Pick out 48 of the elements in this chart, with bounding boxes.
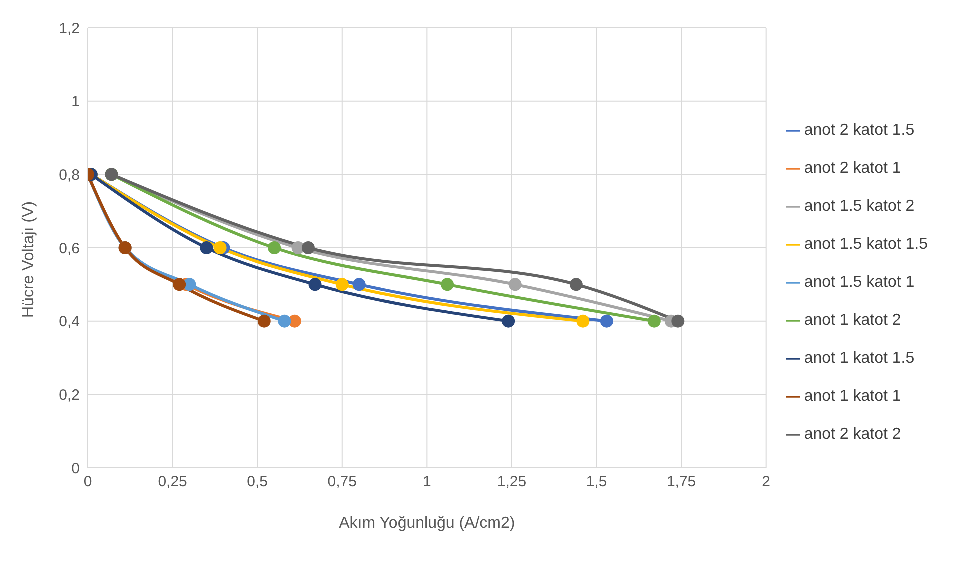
x-tick-label: 0,25 [158,474,188,491]
point [441,278,454,292]
x-axis-title: Akım Yoğunluğu (A/cm2) [339,515,516,532]
point [576,314,590,328]
point [292,242,305,254]
legend-label: anot 1 katot 2 [804,312,902,329]
x-tick-label: 1 [423,474,432,491]
point [258,314,271,328]
x-tick-label: 1,75 [666,474,696,491]
y-tick-label: 0,6 [59,240,80,258]
x-tick-label: 1,25 [497,474,527,491]
y-tick-label: 0,4 [59,314,80,331]
point [268,242,282,254]
point [183,278,196,292]
y-tick-label: 1,2 [59,20,80,38]
x-tick-label: 0 [84,474,92,491]
legend-label: anot 1.5 katot 1.5 [804,236,928,253]
point [278,314,292,328]
point [508,278,522,292]
y-tick-label: 0 [72,460,80,478]
point [352,278,366,292]
point [336,278,349,292]
point [302,242,315,254]
point [600,314,614,328]
point [648,314,661,328]
x-tick-label: 0,75 [328,474,357,491]
point [214,242,227,254]
point [672,314,685,328]
y-tick-label: 0,2 [59,386,80,404]
x-tick-label: 0,5 [247,474,268,491]
point [200,242,214,254]
x-tick-label: 1,5 [586,474,608,491]
legend-label: anot 1 katot 1.5 [804,350,915,367]
y-axis-title: Hücre Voltajı (V) [20,202,38,318]
y-tick-label: 0,8 [59,166,80,184]
legend-label: anot 1 katot 1 [804,388,902,405]
point [502,314,516,328]
point [173,278,186,292]
point [288,314,302,328]
y-tick-label: 1 [72,94,80,111]
legend-label: anot 2 katot 1.5 [804,122,915,139]
legend-label: anot 1.5 katot 1 [804,274,915,291]
point [308,278,322,292]
legend-label: anot 1.5 katot 2 [804,198,915,215]
legend-label: anot 2 katot 2 [804,426,902,443]
point [570,278,583,292]
x-tick-label: 2 [762,474,771,491]
legend-label: anot 2 katot 1 [804,160,902,177]
